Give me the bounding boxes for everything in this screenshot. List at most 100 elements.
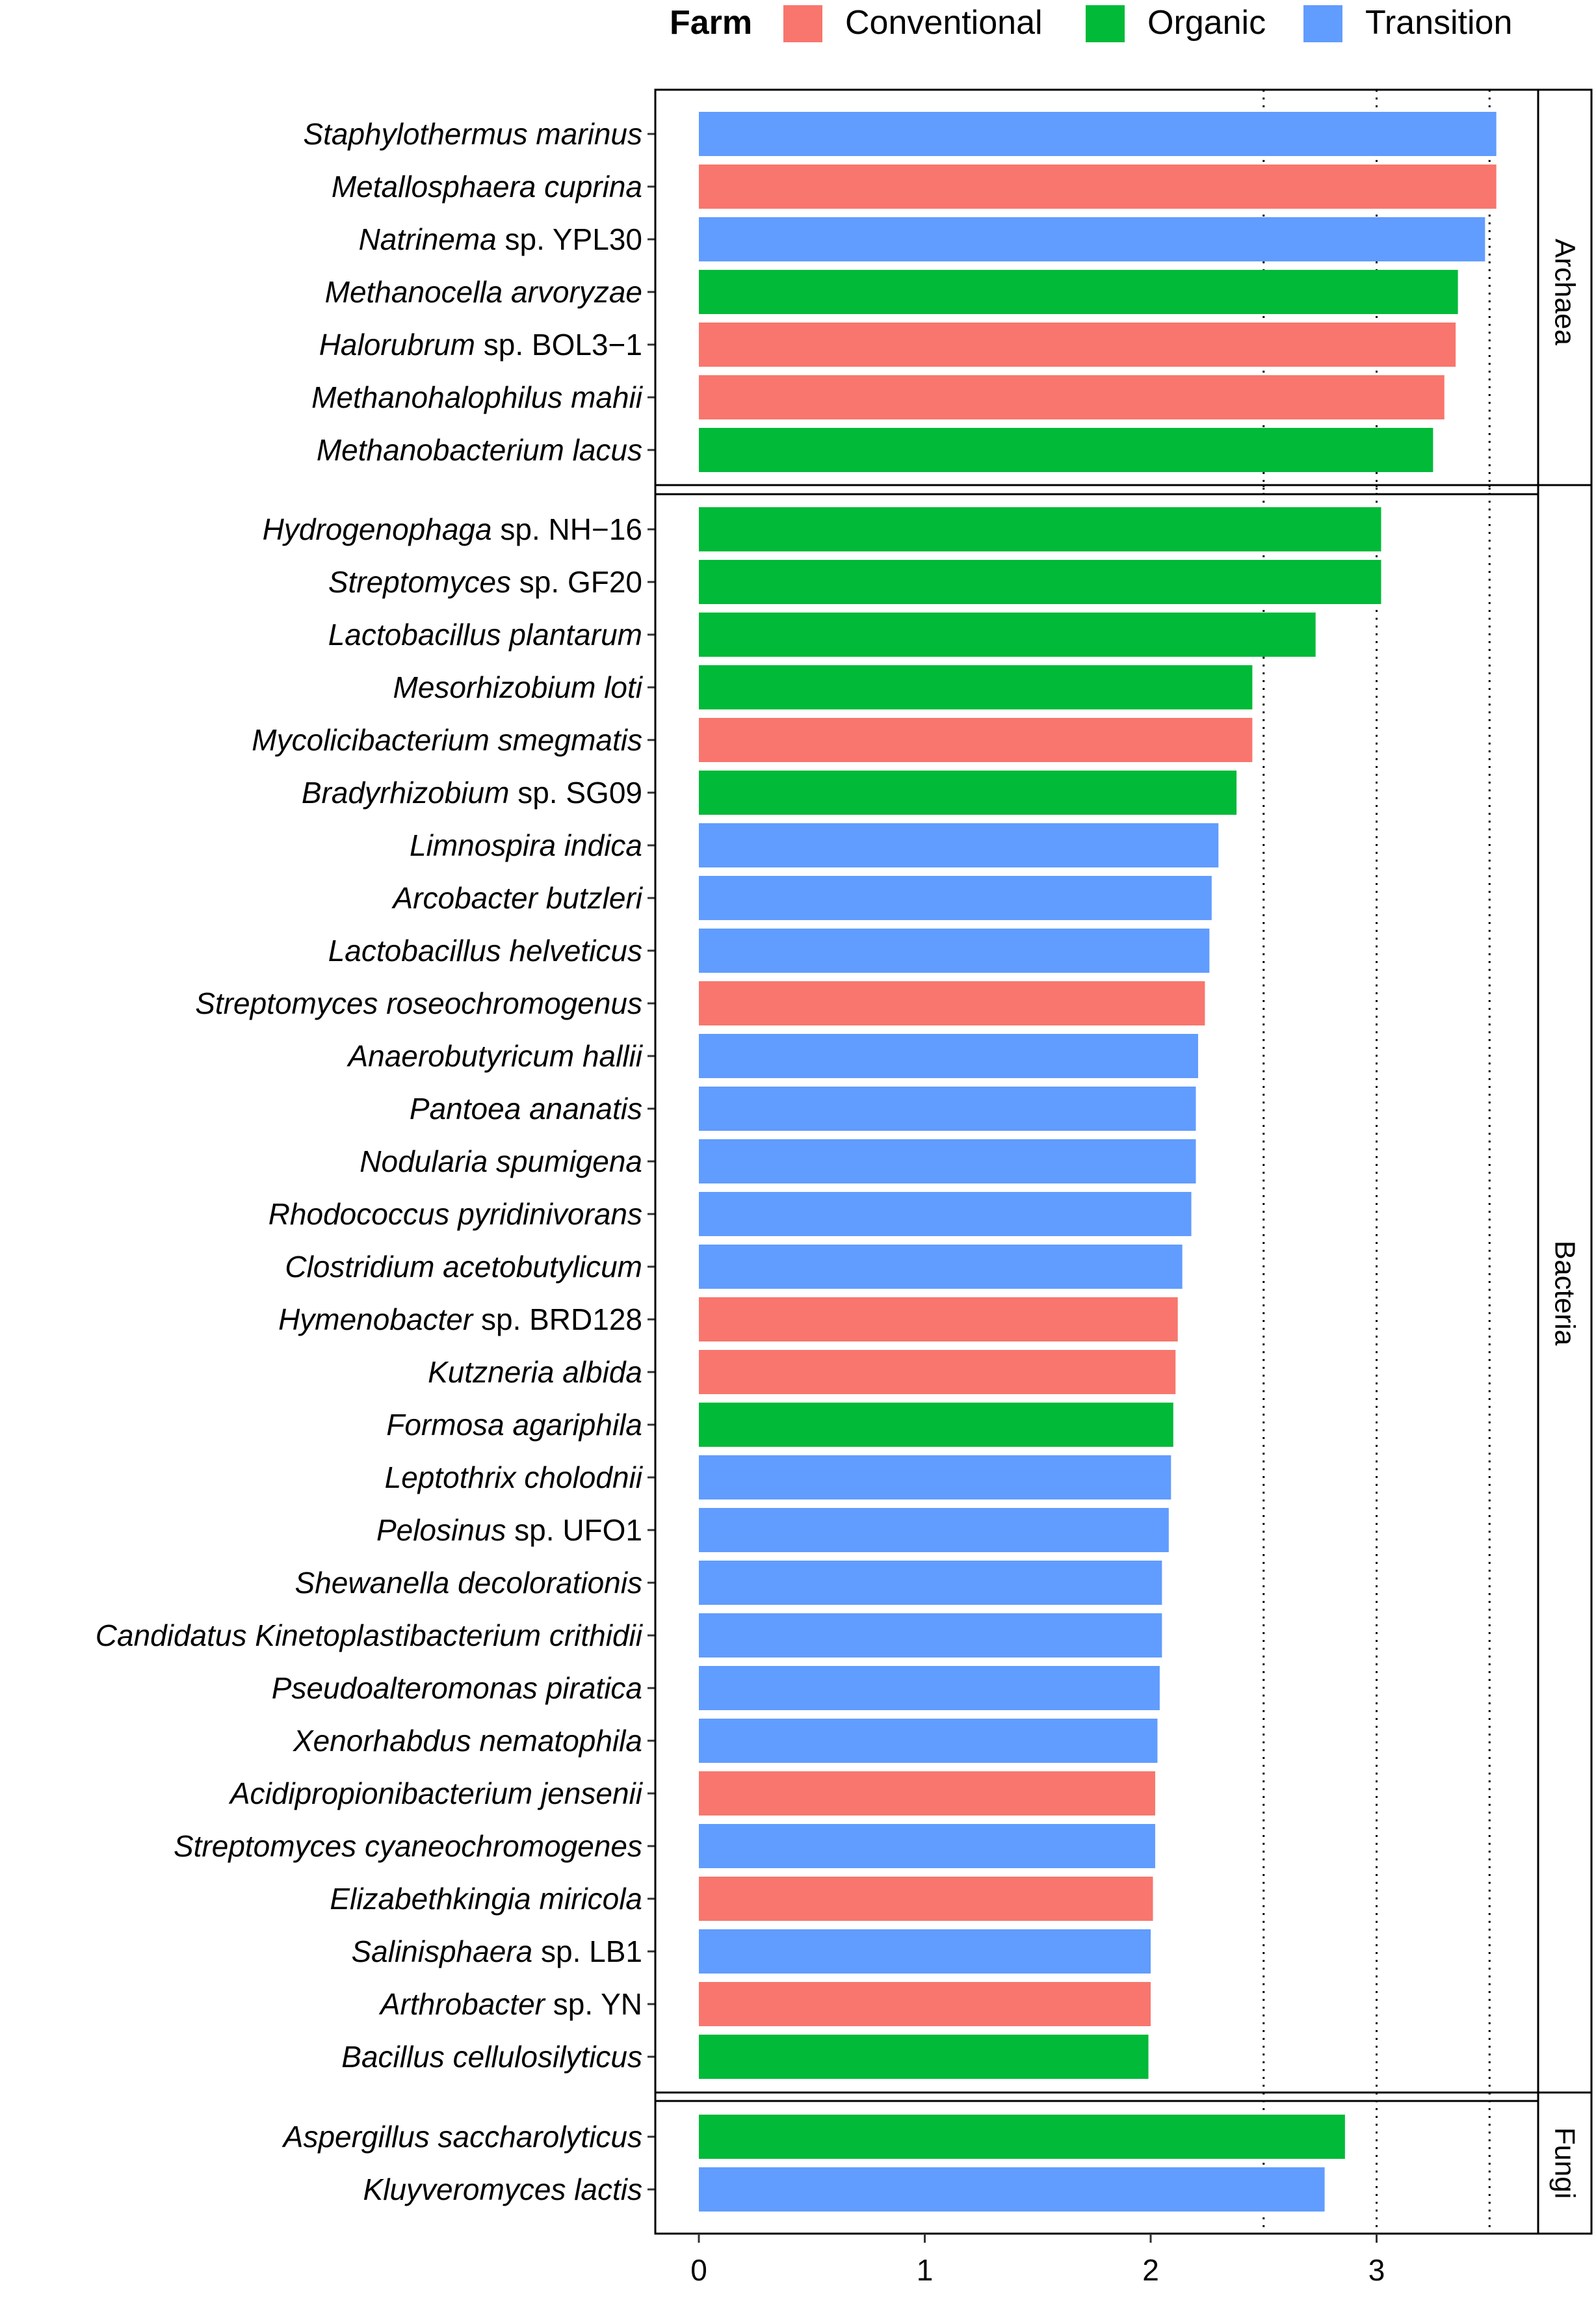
y-tick-label: Lactobacillus helveticus [328,934,642,968]
x-tick-label: 2 [1142,2253,1159,2287]
y-tick-label: Halorubrum sp. BOL3−1 [319,328,642,362]
y-tick-label-italic: Arthrobacter [378,1987,546,2021]
y-tick-label-italic: Pantoea ananatis [410,1092,642,1126]
strip-label: Fungi [1549,2127,1581,2199]
y-tick-label: Rhodococcus pyridinivorans [268,1197,642,1231]
y-tick-label-italic: Acidipropionibacterium jensenii [228,1776,644,1810]
bar [699,165,1497,209]
bar [699,981,1205,1025]
y-tick-label-italic: Hydrogenophaga [263,512,492,546]
y-tick-label-italic: Arcobacter butzleri [391,881,644,915]
strip-box [1537,2091,1593,2235]
y-tick-label-italic: Natrinema [359,222,497,256]
y-tick-label: Methanohalophilus mahii [311,380,644,414]
y-tick-label-italic: Mesorhizobium loti [393,670,644,704]
bar [699,665,1253,709]
y-tick-label-italic: Kutzneria albida [428,1355,642,1389]
y-tick-label-italic: Methanohalophilus mahii [311,380,644,414]
y-tick-label-italic: Pseudoalteromonas piratica [272,1671,642,1705]
y-tick-label-italic: Lactobacillus helveticus [328,934,642,968]
y-tick-label-italic: Rhodococcus pyridinivorans [268,1197,642,1231]
y-tick-label-italic: Nodularia spumigena [360,1144,642,1178]
y-tick-label-rest: sp. YPL30 [497,222,642,256]
bar [699,112,1497,156]
y-tick-label-italic: Salinisphaera [351,1935,532,1968]
strip-label: Bacteria [1549,1241,1581,1346]
bar [699,1824,1155,1868]
y-tick-label: Pelosinus sp. UFO1 [376,1513,642,1547]
y-tick-label-rest: sp. GF20 [511,565,642,599]
legend-label: Conventional [845,4,1043,42]
legend-label: Organic [1147,4,1266,42]
y-tick-label: Mesorhizobium loti [393,670,644,704]
y-tick-label: Arthrobacter sp. YN [378,1987,642,2021]
bar [699,428,1433,472]
y-tick-label-italic: Candidatus Kinetoplastibacterium crithid… [96,1618,644,1652]
y-tick-label: Salinisphaera sp. LB1 [351,1935,642,1968]
bar [699,217,1485,261]
y-tick-label: Streptomyces cyaneochromogenes [174,1829,642,1863]
y-tick-label: Aspergillus saccharolyticus [281,2120,642,2154]
legend-label: Transition [1365,4,1512,42]
y-tick-label-italic: Xenorhabdus nematophila [293,1724,642,1758]
x-tick-label: 1 [917,2253,934,2287]
bar [699,1561,1162,1605]
y-tick-label: Methanocella arvoryzae [325,275,642,309]
y-tick-label: Candidatus Kinetoplastibacterium crithid… [96,1618,644,1652]
strip-label: Archaea [1549,239,1581,345]
y-tick-label-italic: Anaerobutyricum hallii [346,1039,643,1073]
y-tick-label: Kutzneria albida [428,1355,642,1389]
bar [699,1455,1171,1499]
y-tick-label: Elizabethkingia miricola [330,1882,642,1916]
y-tick-label: Nodularia spumigena [360,1144,642,1178]
bar [699,1929,1151,1974]
y-tick-label: Pseudoalteromonas piratica [272,1671,642,1705]
bar [699,1192,1192,1236]
bar [699,929,1210,973]
y-tick-label-italic: Methanocella arvoryzae [325,275,642,309]
bar [699,2035,1149,2079]
x-tick-label: 0 [690,2253,707,2287]
y-tick-label: Streptomyces roseochromogenus [195,986,642,1020]
y-tick-label: Shewanella decolorationis [295,1566,642,1600]
y-tick-label-rest: sp. SG09 [509,776,642,810]
bar [699,2167,1325,2212]
y-tick-label: Acidipropionibacterium jensenii [228,1776,644,1810]
bar [699,1666,1160,1710]
y-tick-label-italic: Staphylothermus marinus [303,117,642,151]
bar [699,1245,1183,1289]
bar [699,718,1253,762]
y-tick-label: Clostridium acetobutylicum [285,1250,642,1284]
bar [699,1771,1155,1816]
bar [699,1613,1162,1657]
y-tick-label-italic: Bacillus cellulosilyticus [341,2040,642,2074]
bar [699,823,1219,867]
bar [699,560,1381,604]
panel-archaea: Staphylothermus marinus Metallosphaera cu… [303,88,1593,495]
bar [699,507,1381,551]
bar [699,771,1237,815]
bar [699,1877,1153,1921]
bar [699,1719,1158,1763]
y-tick-label-italic: Streptomyces [328,565,511,599]
bar [699,270,1458,314]
y-tick-label-italic: Lactobacillus plantarum [328,618,642,652]
y-tick-label-rest: sp. BOL3−1 [475,328,642,362]
bar [699,323,1456,367]
x-tick-label: 3 [1368,2253,1385,2287]
bar [699,1297,1178,1341]
bar [699,1139,1196,1183]
bar [699,1350,1176,1394]
y-tick-label: Limnospira indica [410,828,642,862]
bar [699,1087,1196,1131]
y-tick-label-italic: Bradyrhizobium [302,776,510,810]
legend-key [783,5,822,42]
bar [699,375,1445,419]
y-tick-label: Streptomyces sp. GF20 [328,565,642,599]
y-tick-label: Methanobacterium lacus [317,433,642,467]
bar [699,613,1316,657]
y-tick-label-italic: Shewanella decolorationis [295,1566,642,1600]
bar [699,1508,1169,1552]
y-tick-label: Staphylothermus marinus [303,117,642,151]
